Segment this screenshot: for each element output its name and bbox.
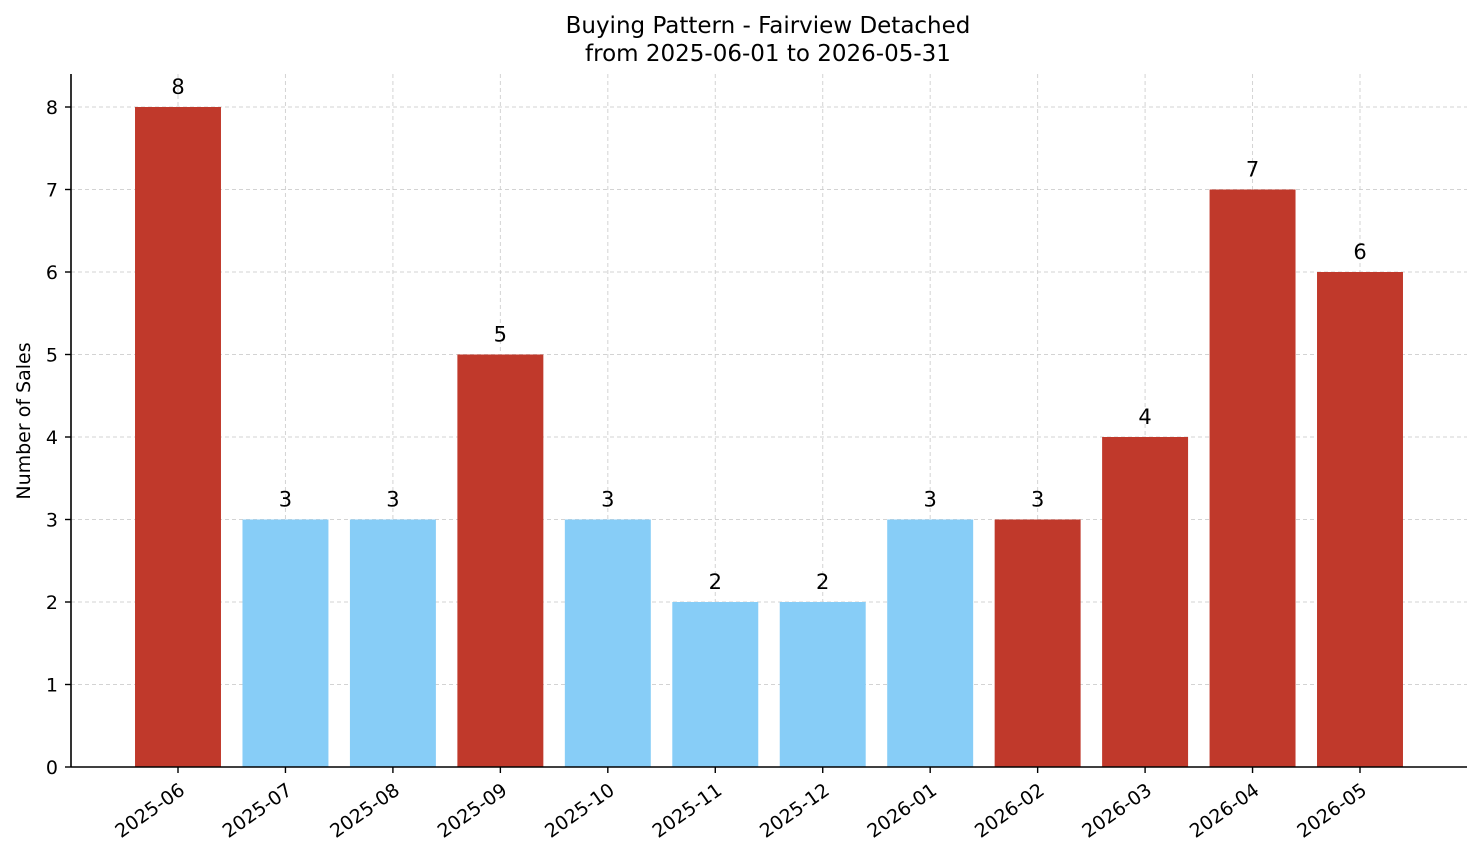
x-tick-label: 2026-01 (863, 779, 941, 843)
data-label: 6 (1353, 240, 1366, 264)
bar (1209, 189, 1296, 767)
y-tick-label: 8 (46, 97, 58, 119)
x-tick-label: 2025-11 (648, 779, 726, 843)
bar (887, 519, 974, 767)
y-tick-label: 3 (46, 510, 58, 532)
bar (349, 519, 436, 767)
x-tick-label: 2026-05 (1293, 779, 1371, 843)
bar (672, 602, 759, 767)
data-labels-layer: 8 3 3 5 3 2 2 3 3 4 7 6 (171, 75, 1366, 594)
data-label: 5 (494, 323, 507, 347)
chart-subtitle: from 2025-06-01 to 2026-05-31 (585, 41, 951, 67)
x-tick-label: 2026-03 (1078, 779, 1156, 843)
data-label: 3 (386, 488, 399, 512)
data-label: 2 (816, 570, 829, 594)
bars-layer (135, 107, 1403, 767)
bar (564, 519, 651, 767)
y-tick-label: 4 (46, 427, 58, 449)
bar (135, 107, 221, 767)
y-axis-label: Number of Sales (13, 342, 35, 499)
x-tick-label: 2025-10 (541, 779, 619, 843)
data-label: 4 (1138, 405, 1151, 429)
bar (1102, 437, 1189, 767)
data-label: 3 (923, 488, 936, 512)
y-tick-label: 5 (46, 345, 58, 367)
bar (242, 519, 329, 767)
y-tick-label: 7 (46, 180, 58, 202)
x-tick-label: 2025-06 (111, 779, 189, 843)
data-label: 2 (709, 570, 722, 594)
bar (457, 354, 544, 767)
x-tick-label: 2026-04 (1186, 779, 1264, 843)
chart-title: Buying Pattern - Fairview Detached (566, 13, 971, 39)
data-label: 3 (279, 488, 292, 512)
x-tick-label: 2025-07 (219, 779, 297, 843)
bar (1317, 272, 1403, 767)
bar (994, 519, 1081, 767)
y-tick-label: 1 (46, 675, 58, 697)
bar (779, 602, 866, 767)
data-label: 3 (601, 488, 614, 512)
y-tick-label: 2 (46, 592, 58, 614)
y-tick-label: 0 (46, 757, 58, 779)
data-label: 3 (1031, 488, 1044, 512)
y-tick-label: 6 (46, 262, 58, 284)
x-tick-label: 2025-09 (434, 779, 512, 843)
x-tick-label: 2025-12 (756, 779, 834, 843)
x-tick-label: 2025-08 (326, 779, 404, 843)
data-label: 8 (171, 75, 184, 99)
x-tick-label: 2026-02 (971, 779, 1049, 843)
data-label: 7 (1246, 158, 1259, 182)
